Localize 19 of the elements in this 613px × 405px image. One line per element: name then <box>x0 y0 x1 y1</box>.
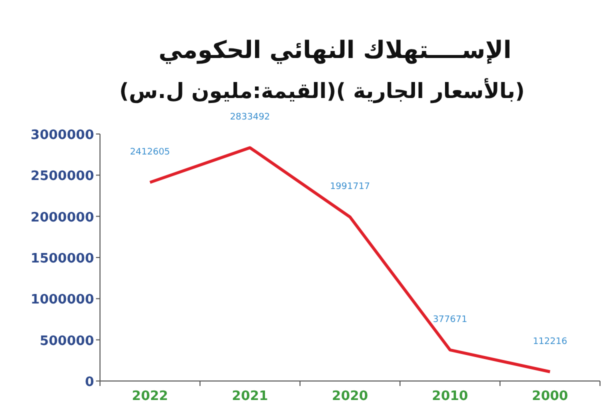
chart-subtitle: (بالأسعار الجارية )(القيمة:مليون ل.س) <box>119 78 525 104</box>
data-label: 2833492 <box>230 112 270 123</box>
y-tick-label: 0 <box>84 375 94 390</box>
y-tick-label: 3000000 <box>30 128 94 143</box>
data-label: 377671 <box>432 314 468 325</box>
x-tick-label: 2000 <box>532 389 568 404</box>
y-tick-label: 2500000 <box>30 169 94 184</box>
x-tick-label: 2022 <box>132 389 168 404</box>
y-tick-label: 1000000 <box>30 292 94 308</box>
data-label: 1991717 <box>330 182 370 192</box>
chart-title: الإســــتهلاك النهائي الحكومي <box>158 36 512 64</box>
x-tick-label: 2021 <box>232 389 268 404</box>
y-tick-label: 1500000 <box>30 252 94 266</box>
data-label: 2412605 <box>130 147 170 158</box>
x-tick-label: 2020 <box>332 389 368 404</box>
y-tick-label: 500000 <box>40 334 94 349</box>
data-label: 112216 <box>532 336 568 347</box>
x-tick-label: 2010 <box>432 389 468 404</box>
y-tick-label: 2000000 <box>30 210 94 226</box>
